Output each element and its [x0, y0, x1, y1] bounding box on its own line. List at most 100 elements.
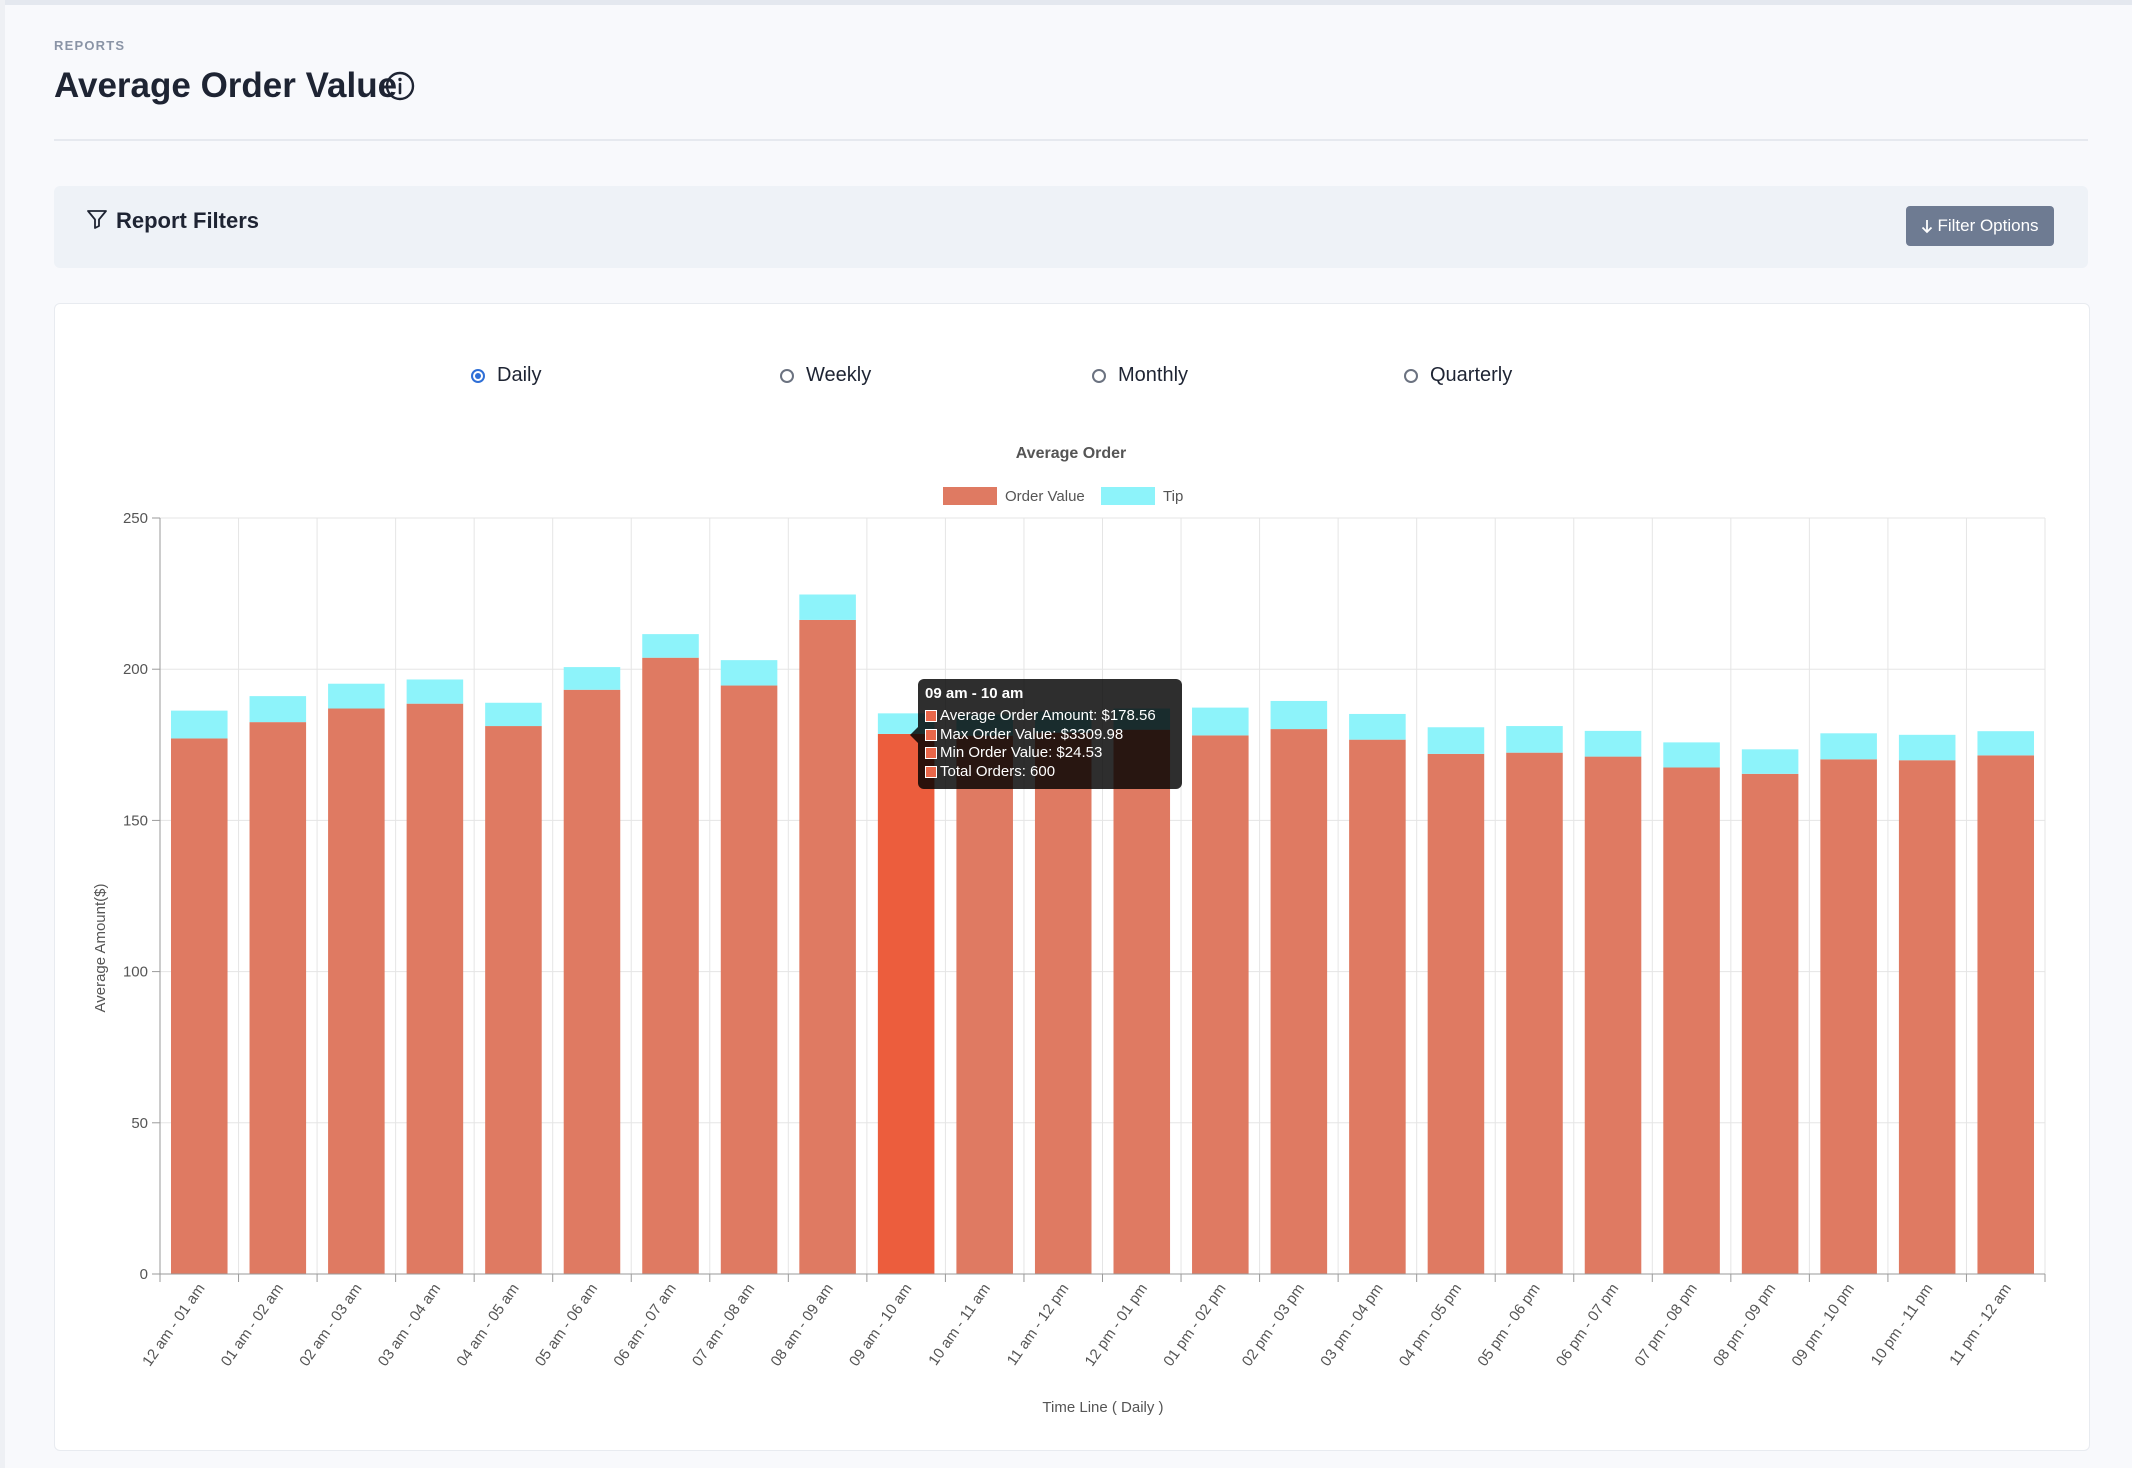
bar-tip[interactable]	[642, 634, 699, 658]
bar-order-value[interactable]	[1113, 729, 1171, 1274]
tooltip-swatch	[925, 765, 937, 778]
bar-tip[interactable]	[1192, 707, 1249, 736]
bar-order-value[interactable]	[485, 726, 542, 1274]
bar-order-value[interactable]	[1898, 760, 1956, 1274]
y-tick-label: 150	[123, 812, 148, 829]
x-tick-label: 06 am - 07 am	[610, 1281, 679, 1370]
bar-order-value[interactable]	[799, 619, 856, 1274]
bar-tip[interactable]	[1270, 700, 1328, 730]
bar-order-value[interactable]	[642, 657, 699, 1274]
legend-label-order-value: Order Value	[1005, 488, 1085, 505]
x-tick-label: 01 am - 02 am	[218, 1281, 287, 1370]
bar-order-value[interactable]	[249, 722, 307, 1274]
chart-bars	[170, 594, 2035, 1274]
bar-tip[interactable]	[170, 710, 228, 739]
average-order-chart: Average Order Order Value Tip 0 50 100 150 2…	[92, 445, 2046, 1416]
radio-button-monthly[interactable]	[1092, 368, 1106, 383]
tooltip-swatch	[925, 747, 937, 760]
tooltip-row-text: Average Order Amount: $178.56	[940, 707, 1156, 724]
bar-order-value[interactable]	[1663, 767, 1720, 1274]
y-tick-label: 50	[131, 1115, 148, 1132]
tooltip-swatch	[925, 728, 937, 741]
tooltip-title: 09 am - 10 am	[925, 685, 1024, 702]
tooltip-row-text: Max Order Value: $3309.98	[940, 725, 1124, 743]
bar-order-value[interactable]	[877, 733, 935, 1274]
x-tick-label: 07 am - 08 am	[689, 1281, 758, 1370]
bar-tip[interactable]	[249, 696, 307, 723]
bar-order-value[interactable]	[1349, 739, 1406, 1274]
tooltip-row: Average Order Amount: $178.56	[925, 707, 1175, 726]
radio-monthly[interactable]: Monthly	[1092, 364, 1188, 387]
x-tick-label: 03 pm - 04 pm	[1317, 1281, 1386, 1370]
radio-quarterly[interactable]: Quarterly	[1404, 364, 1512, 387]
bar-order-value[interactable]	[1977, 755, 2035, 1274]
bar-order-value[interactable]	[720, 685, 778, 1274]
x-tick-label: 10 am - 11 am	[925, 1281, 994, 1369]
radio-button-weekly[interactable]	[780, 368, 794, 383]
x-axis-label: Time Line ( Daily )	[1042, 1399, 1163, 1416]
bar-tip[interactable]	[1977, 731, 2035, 756]
bar-order-value[interactable]	[1820, 759, 1877, 1274]
filter-options-button[interactable]: Filter Options	[1906, 206, 2054, 246]
tooltip-row: Min Order Value: $24.53	[925, 744, 1175, 763]
radio-button-daily[interactable]	[471, 368, 485, 383]
x-tick-label: 12 am - 01 am	[139, 1281, 208, 1370]
bar-tip[interactable]	[799, 594, 856, 620]
legend-swatch-order-value[interactable]	[943, 487, 997, 505]
bar-tip[interactable]	[563, 667, 621, 690]
radio-label-weekly: Weekly	[806, 364, 872, 386]
y-tick-label: 250	[123, 510, 148, 527]
bar-order-value[interactable]	[1427, 753, 1485, 1274]
chart-axes	[152, 518, 2045, 1282]
info-circle-icon[interactable]	[384, 70, 416, 102]
bar-tip[interactable]	[485, 702, 542, 727]
x-tick-label: 08 pm - 09 pm	[1710, 1281, 1779, 1370]
bar-order-value[interactable]	[1741, 773, 1799, 1274]
bar-order-value[interactable]	[1192, 735, 1249, 1274]
x-tick-label: 07 pm - 08 pm	[1631, 1281, 1700, 1370]
x-tick-label: 05 am - 06 am	[532, 1281, 601, 1370]
bar-order-value[interactable]	[406, 703, 464, 1274]
bar-order-value[interactable]	[1584, 756, 1642, 1274]
y-tick-label: 0	[140, 1266, 148, 1283]
x-tick-label: 04 pm - 05 pm	[1396, 1281, 1465, 1370]
breadcrumb-reports: REPORTS	[54, 38, 126, 53]
x-tick-label: 04 am - 05 am	[453, 1281, 522, 1370]
bar-tip[interactable]	[328, 683, 385, 709]
bar-order-value[interactable]	[956, 735, 1013, 1274]
bar-tip[interactable]	[1584, 730, 1642, 757]
bar-order-value[interactable]	[1506, 752, 1563, 1274]
x-tick-label: 01 pm - 02 pm	[1160, 1281, 1229, 1370]
bar-order-value[interactable]	[1034, 732, 1092, 1274]
tooltip-row-text: Min Order Value: $24.53	[940, 744, 1103, 761]
radio-daily[interactable]: Daily	[471, 364, 541, 387]
radio-label-quarterly: Quarterly	[1430, 364, 1513, 386]
radio-weekly[interactable]: Weekly	[780, 364, 871, 387]
x-tick-label: 12 pm - 01 pm	[1082, 1281, 1151, 1370]
x-tick-label: 02 am - 03 am	[296, 1281, 365, 1370]
chart-tooltip: 09 am - 10 am Average Order Amount: $178…	[910, 679, 1182, 789]
legend-swatch-tip[interactable]	[1101, 487, 1155, 505]
bar-tip[interactable]	[1506, 726, 1563, 753]
bar-tip[interactable]	[1820, 733, 1877, 760]
x-tick-label: 09 am - 10 am	[846, 1281, 915, 1370]
tooltip-row-text: Total Orders: 600	[940, 762, 1056, 780]
bar-order-value[interactable]	[563, 689, 621, 1274]
report-filters-title: Report Filters	[116, 208, 260, 233]
bar-tip[interactable]	[720, 660, 778, 686]
bar-tip[interactable]	[1427, 727, 1485, 754]
bar-order-value[interactable]	[1270, 729, 1328, 1274]
bar-order-value[interactable]	[170, 738, 228, 1274]
bar-tip[interactable]	[1349, 713, 1406, 740]
x-tick-label: 05 pm - 06 pm	[1474, 1281, 1543, 1370]
x-tick-label: 10 pm - 11 pm	[1868, 1281, 1937, 1369]
x-axis-ticks: 12 am - 01 am 01 am - 02 am 02 am - 03 am 0…	[139, 1274, 2046, 1370]
top-border	[0, 0, 2132, 5]
bar-tip[interactable]	[1741, 749, 1799, 774]
chart-title: Average Order	[1016, 445, 1127, 462]
bar-tip[interactable]	[1898, 734, 1956, 761]
radio-button-quarterly[interactable]	[1404, 368, 1418, 383]
bar-order-value[interactable]	[328, 708, 385, 1274]
bar-tip[interactable]	[1663, 742, 1720, 768]
bar-tip[interactable]	[406, 679, 464, 704]
